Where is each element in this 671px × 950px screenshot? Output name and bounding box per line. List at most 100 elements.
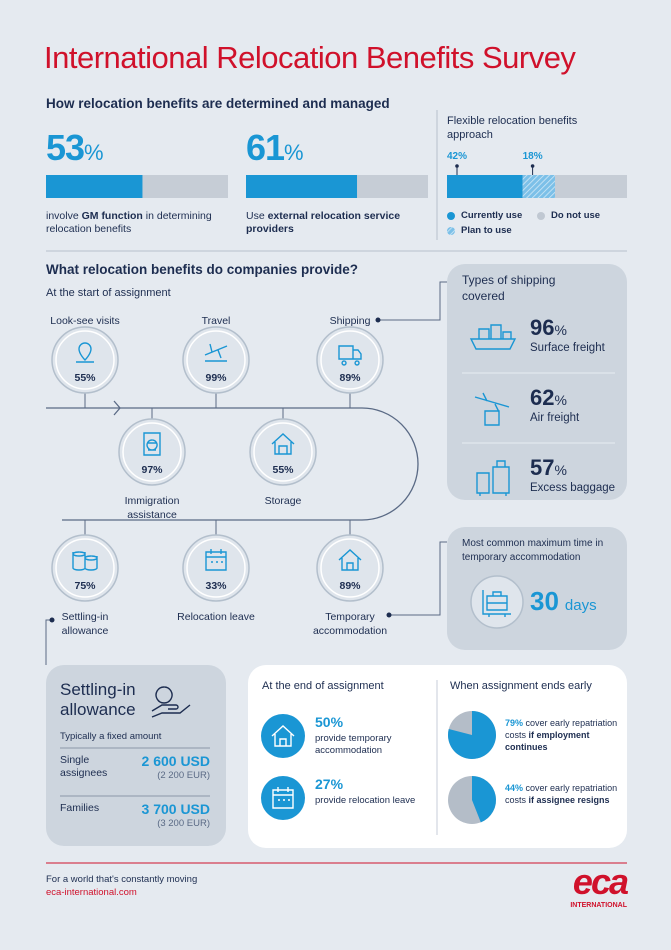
- temp-icon-bg: [470, 575, 524, 629]
- end-icon-bg: [261, 776, 305, 820]
- unit: %: [515, 783, 524, 793]
- benefit-value: 99%: [186, 372, 246, 384]
- text: in determining relocation benefits: [46, 210, 212, 235]
- settling-panel: [46, 665, 226, 846]
- value: 89: [339, 580, 352, 592]
- connector-dot: [375, 317, 381, 323]
- unit: %: [554, 462, 567, 478]
- unit: %: [351, 372, 361, 384]
- benefit-value: 55%: [253, 464, 313, 476]
- benefit-circle: [182, 534, 250, 602]
- panel-title: When assignment ends early: [450, 680, 592, 692]
- unit: %: [217, 580, 227, 592]
- early-value: 44%: [505, 783, 523, 793]
- unit: %: [554, 392, 567, 408]
- benefit-circle: [182, 326, 250, 394]
- end-icon: [272, 787, 294, 809]
- benefit-value: 55%: [55, 372, 115, 384]
- benefit-label: Storage: [264, 495, 302, 507]
- row-usd: 2 600 USD: [141, 753, 210, 769]
- unit: days: [564, 597, 597, 614]
- timeline: [46, 407, 419, 521]
- value: 89: [339, 372, 352, 384]
- temp-icon: [482, 590, 511, 617]
- stat: 53%: [46, 127, 104, 169]
- benefit-icon: [72, 551, 98, 571]
- benefit-label: Relocation leave: [177, 611, 255, 623]
- early-text: 44% cover early repatriation costs if as…: [505, 782, 620, 806]
- bar: [246, 175, 358, 198]
- value-label: 42%: [447, 151, 468, 162]
- subheading: At the start of assignment: [46, 287, 171, 299]
- unit: %: [515, 718, 524, 728]
- text-bold: GM function: [81, 210, 143, 222]
- unit: %: [86, 580, 96, 592]
- legend-swatch: [447, 227, 455, 235]
- benefit-label: Immigration assistance: [124, 495, 180, 521]
- benefit-ring: [186, 538, 246, 598]
- connector-dot: [49, 617, 55, 623]
- value: 27: [315, 776, 331, 792]
- legend-label: Currently use: [461, 210, 523, 221]
- benefit-circle: [249, 418, 317, 486]
- benefit-value: 75%: [55, 580, 115, 592]
- value: 55: [272, 464, 285, 476]
- legend-label: Plan to use: [461, 225, 512, 236]
- row-eur: (2 200 EUR): [157, 770, 210, 781]
- benefit-ring: [186, 330, 246, 390]
- benefit-ring: [320, 330, 380, 390]
- pie-slice: [448, 711, 497, 759]
- panel-title: Flexible relocation benefits approach: [447, 115, 578, 141]
- benefit-circle: [118, 418, 186, 486]
- row-eur: (3 200 EUR): [157, 818, 210, 829]
- benefit-label: Temporary accommodation: [312, 611, 388, 637]
- value: 55: [74, 372, 87, 384]
- benefit-value: 89%: [320, 580, 380, 592]
- stat-unit: %: [84, 140, 104, 165]
- shipping-label: Surface freight: [530, 342, 605, 354]
- text: Use: [246, 210, 268, 222]
- value-label: 18%: [522, 151, 543, 162]
- value: 62: [530, 385, 555, 410]
- benefit-ring: [122, 422, 182, 482]
- value: 75: [74, 580, 87, 592]
- benefit-ring: [55, 330, 115, 390]
- label-dot: [530, 164, 535, 168]
- unit: %: [554, 322, 567, 338]
- temp-value: 30 days: [530, 586, 597, 617]
- tagline: For a world that's constantly moving: [46, 874, 198, 885]
- benefit-ring: [253, 422, 313, 482]
- stat-text: Use external relocation service provider…: [246, 210, 428, 236]
- value: 50: [315, 714, 331, 730]
- benefit-value: 89%: [320, 372, 380, 384]
- benefit-icon: [204, 343, 228, 362]
- benefit-icon: [76, 342, 94, 363]
- stat-unit: %: [284, 140, 304, 165]
- text: cover early repatriation costs: [505, 718, 618, 740]
- bar: [46, 175, 143, 198]
- shipping-value: 96%: [530, 315, 567, 341]
- value: 96: [530, 315, 555, 340]
- benefit-icon: [143, 432, 161, 456]
- shipping-value: 62%: [530, 385, 567, 411]
- connector: [378, 281, 447, 321]
- timeline-arrow: [113, 400, 121, 416]
- stat-text: involve GM function in determining reloc…: [46, 210, 228, 236]
- benefit-value: 33%: [186, 580, 246, 592]
- benefit-icon: [271, 433, 295, 455]
- value: 57: [530, 455, 555, 480]
- unit: %: [351, 580, 361, 592]
- benefit-label: Travel: [201, 315, 231, 327]
- stat: 61%: [246, 127, 304, 169]
- shipping-value: 57%: [530, 455, 567, 481]
- logo: eca: [572, 861, 629, 902]
- pie-slice: [472, 776, 496, 823]
- shipping-label: Air freight: [530, 412, 580, 424]
- text-bold: external relocation service providers: [246, 210, 401, 235]
- legend-label: Do not use: [551, 210, 601, 221]
- value: 99: [205, 372, 218, 384]
- shipping-panel: [447, 264, 627, 500]
- benefit-label: Shipping: [329, 315, 371, 327]
- value: 30: [530, 586, 559, 616]
